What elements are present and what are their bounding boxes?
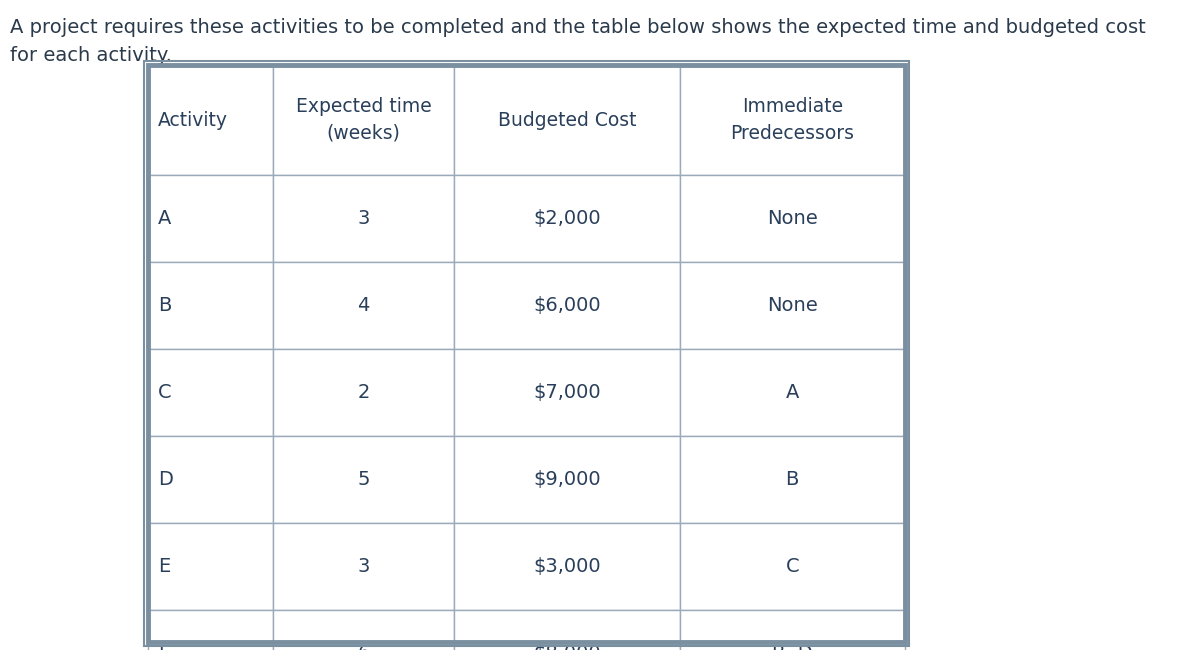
Bar <box>272 436 454 523</box>
Text: E: E <box>158 557 170 576</box>
Bar <box>272 349 454 436</box>
Text: D: D <box>158 470 173 489</box>
Bar <box>679 523 905 610</box>
Bar <box>272 610 454 650</box>
Text: A: A <box>158 209 172 228</box>
Text: B: B <box>158 296 172 315</box>
Text: 3: 3 <box>358 209 370 228</box>
Bar <box>679 175 905 262</box>
Bar <box>272 65 454 175</box>
Bar <box>272 523 454 610</box>
Bar <box>148 65 272 175</box>
Text: 3: 3 <box>358 557 370 576</box>
Text: C: C <box>786 557 799 576</box>
Bar <box>454 610 679 650</box>
Bar <box>454 175 679 262</box>
Bar <box>454 349 679 436</box>
Bar <box>148 262 272 349</box>
Text: None: None <box>767 209 817 228</box>
Bar <box>679 262 905 349</box>
Text: 2: 2 <box>358 383 370 402</box>
Bar <box>454 262 679 349</box>
Bar <box>679 349 905 436</box>
Text: 5: 5 <box>358 470 370 489</box>
Text: None: None <box>767 296 817 315</box>
Text: 4: 4 <box>358 296 370 315</box>
Bar <box>272 175 454 262</box>
Bar <box>148 65 905 642</box>
Bar <box>148 436 272 523</box>
Text: for each activity.: for each activity. <box>10 46 172 65</box>
Text: $2,000: $2,000 <box>533 209 600 228</box>
Text: A project requires these activities to be completed and the table below shows th: A project requires these activities to b… <box>10 18 1146 37</box>
Bar <box>454 65 679 175</box>
Text: $8,000: $8,000 <box>533 644 600 650</box>
Text: Immediate
Predecessors: Immediate Predecessors <box>731 98 854 143</box>
Bar <box>148 175 272 262</box>
Text: C: C <box>158 383 172 402</box>
Bar <box>272 262 454 349</box>
Text: $9,000: $9,000 <box>533 470 600 489</box>
Bar <box>144 61 910 646</box>
Bar <box>679 610 905 650</box>
Bar <box>148 523 272 610</box>
Bar <box>148 349 272 436</box>
Text: Budgeted Cost: Budgeted Cost <box>498 111 636 129</box>
Text: B, D: B, D <box>772 644 812 650</box>
Bar <box>454 523 679 610</box>
Text: F: F <box>158 644 169 650</box>
Text: $6,000: $6,000 <box>533 296 600 315</box>
Text: Expected time
(weeks): Expected time (weeks) <box>295 98 431 143</box>
Bar <box>454 436 679 523</box>
Text: Activity: Activity <box>158 111 228 129</box>
Text: $7,000: $7,000 <box>533 383 600 402</box>
Text: 6: 6 <box>358 644 370 650</box>
Bar <box>148 610 272 650</box>
Bar <box>679 65 905 175</box>
Text: B: B <box>786 470 799 489</box>
Text: $3,000: $3,000 <box>533 557 600 576</box>
Text: A: A <box>786 383 799 402</box>
Bar <box>679 436 905 523</box>
